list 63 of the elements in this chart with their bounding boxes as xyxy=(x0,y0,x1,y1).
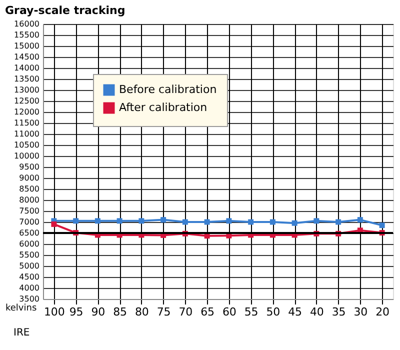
x-axis-title: IRE xyxy=(14,328,30,338)
x-tick-label: 95 xyxy=(69,306,84,318)
y-tick-label: 7000 xyxy=(19,218,40,226)
x-tick-label: 45 xyxy=(288,306,302,318)
x-tick-label: 55 xyxy=(244,306,258,318)
point xyxy=(379,222,385,228)
point xyxy=(314,218,320,224)
x-tick-label: 60 xyxy=(222,306,236,318)
point xyxy=(160,217,166,223)
point xyxy=(248,219,254,225)
x-tick-label: 50 xyxy=(266,306,280,318)
y-tick-label: 13000 xyxy=(14,86,40,94)
y-tick-label: 11000 xyxy=(14,130,40,138)
y-tick-label: 7500 xyxy=(19,206,40,216)
point xyxy=(204,219,210,225)
y-tick-label: 15500 xyxy=(14,30,40,40)
y-axis-title: kelvins xyxy=(6,304,37,314)
x-tick-label: 100 xyxy=(44,306,65,318)
y-tick-label: 5500 xyxy=(19,250,40,260)
x-tick-label: 65 xyxy=(200,306,215,318)
point xyxy=(357,217,363,223)
point xyxy=(226,218,232,224)
y-tick-label: 8000 xyxy=(19,196,40,204)
point xyxy=(336,219,342,225)
legend-label: After calibration xyxy=(119,101,208,114)
x-tick-label: 85 xyxy=(113,306,128,318)
x-tick-label: 75 xyxy=(156,306,171,318)
y-tick-label: 9000 xyxy=(19,174,40,182)
point xyxy=(182,219,188,225)
chart-title: Gray-scale tracking xyxy=(5,4,126,17)
y-tick-label: 5000 xyxy=(19,262,40,270)
y-tick-label: 10000 xyxy=(14,152,40,160)
y-tick-label: 6500 xyxy=(19,228,40,238)
point xyxy=(94,218,100,224)
y-tick-label: 13500 xyxy=(14,74,40,84)
point xyxy=(138,218,144,224)
point xyxy=(51,221,57,227)
x-tick-label: 90 xyxy=(91,306,106,318)
y-tick-label: 4500 xyxy=(19,272,40,282)
x-tick-label: 20 xyxy=(376,306,390,318)
point xyxy=(116,218,122,224)
y-tick-label: 14000 xyxy=(14,64,40,72)
x-tick-label: 30 xyxy=(354,306,368,318)
point xyxy=(270,219,276,225)
x-tick-label: 70 xyxy=(178,306,193,318)
x-tick-label: 40 xyxy=(310,306,324,318)
y-tick-label: 12000 xyxy=(14,108,40,116)
y-tick-label: 10500 xyxy=(14,140,40,150)
point xyxy=(73,218,79,224)
y-tick-label: 16000 xyxy=(14,20,40,28)
x-tick-label: 80 xyxy=(134,306,149,318)
y-tick-label: 11500 xyxy=(14,118,40,128)
y-tick-label: 8500 xyxy=(19,184,40,194)
x-tick-label: 35 xyxy=(332,306,346,318)
y-tick-label: 4000 xyxy=(19,284,40,292)
legend-label: Before calibration xyxy=(119,83,217,96)
y-tick-label: 12500 xyxy=(14,96,40,106)
y-tick-label: 9500 xyxy=(19,162,40,172)
y-tick-label: 3500 xyxy=(19,294,40,304)
y-tick-label: 14500 xyxy=(14,52,40,62)
point xyxy=(292,220,298,226)
y-tick-label: 6000 xyxy=(19,240,40,248)
y-tick-label: 15000 xyxy=(14,42,40,50)
